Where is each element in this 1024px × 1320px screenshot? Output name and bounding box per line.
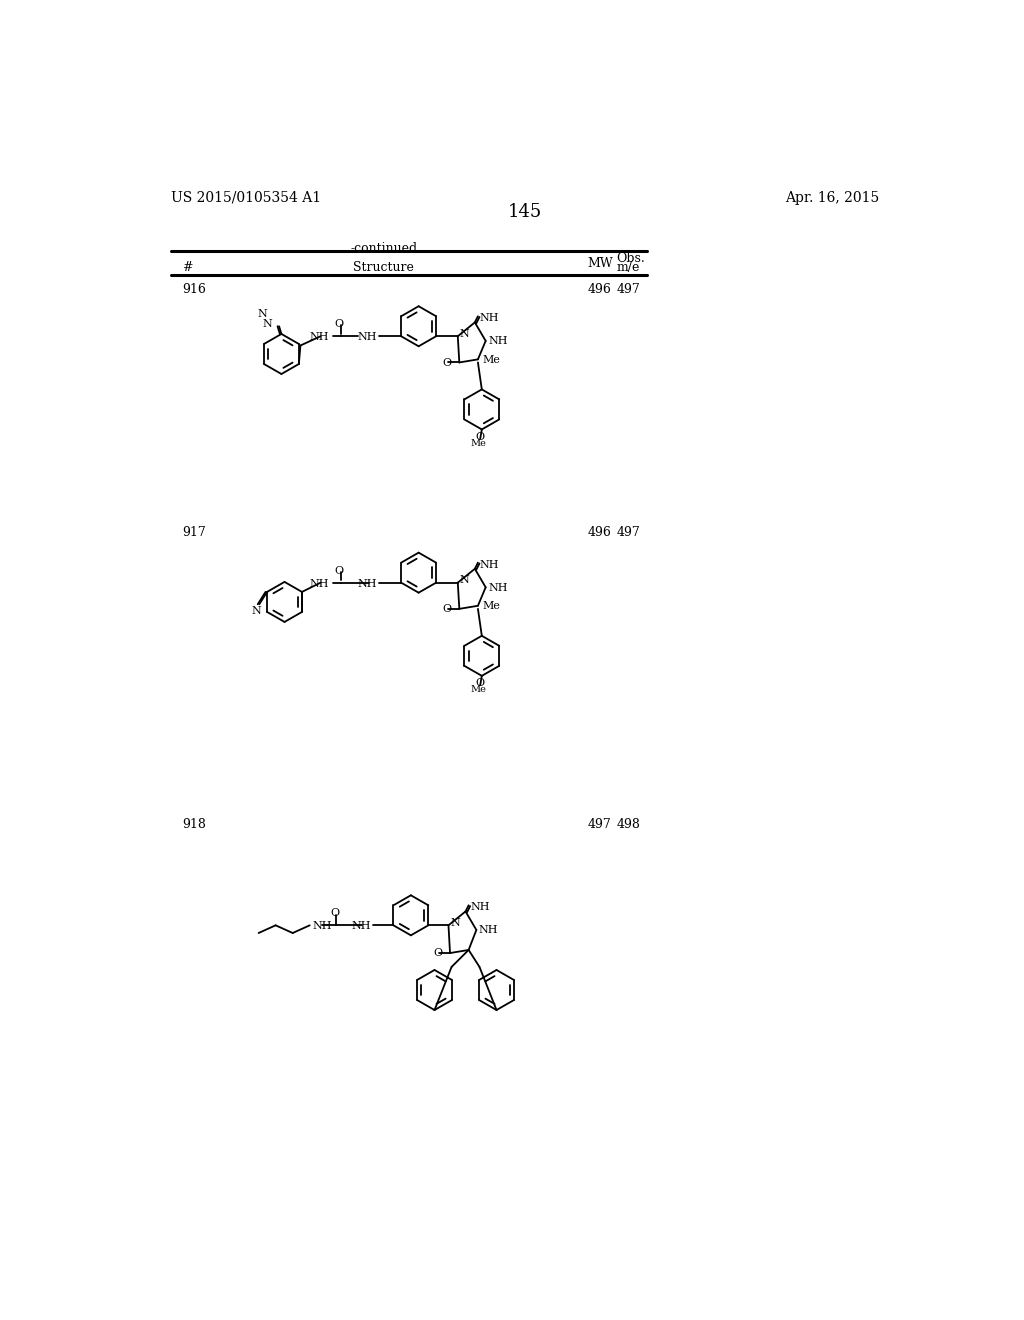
Text: -continued: -continued bbox=[350, 242, 418, 255]
Text: Me: Me bbox=[482, 601, 501, 611]
Text: 145: 145 bbox=[508, 203, 542, 220]
Text: O: O bbox=[335, 319, 344, 329]
Text: NH: NH bbox=[479, 313, 499, 323]
Text: Obs.: Obs. bbox=[616, 252, 645, 265]
Text: NH: NH bbox=[309, 333, 330, 342]
Text: N: N bbox=[251, 606, 261, 615]
Text: 496: 496 bbox=[588, 284, 611, 296]
Text: NH: NH bbox=[309, 578, 330, 589]
Text: 497: 497 bbox=[616, 284, 640, 296]
Text: N: N bbox=[450, 917, 460, 928]
Text: 496: 496 bbox=[588, 525, 611, 539]
Text: NH: NH bbox=[357, 333, 377, 342]
Text: 497: 497 bbox=[588, 818, 611, 832]
Text: N: N bbox=[460, 329, 469, 338]
Text: NH: NH bbox=[488, 582, 508, 593]
Text: NH: NH bbox=[357, 578, 377, 589]
Text: O: O bbox=[475, 432, 484, 442]
Text: O: O bbox=[330, 908, 339, 919]
Text: NH: NH bbox=[351, 921, 371, 931]
Text: O: O bbox=[442, 605, 452, 614]
Text: US 2015/0105354 A1: US 2015/0105354 A1 bbox=[171, 190, 321, 205]
Text: NH: NH bbox=[470, 903, 489, 912]
Text: Me: Me bbox=[471, 438, 486, 447]
Text: m/e: m/e bbox=[616, 261, 640, 273]
Text: Me: Me bbox=[482, 355, 501, 364]
Text: NH: NH bbox=[312, 921, 333, 931]
Text: N: N bbox=[460, 576, 469, 585]
Text: NH: NH bbox=[479, 560, 499, 569]
Text: 918: 918 bbox=[182, 818, 206, 832]
Text: Apr. 16, 2015: Apr. 16, 2015 bbox=[785, 190, 880, 205]
Text: #: # bbox=[182, 261, 193, 273]
Text: O: O bbox=[442, 358, 452, 368]
Text: N: N bbox=[262, 318, 272, 329]
Text: 498: 498 bbox=[616, 818, 640, 832]
Text: Me: Me bbox=[471, 685, 486, 694]
Text: NH: NH bbox=[478, 925, 499, 936]
Text: 916: 916 bbox=[182, 284, 206, 296]
Text: O: O bbox=[433, 948, 442, 958]
Text: N: N bbox=[258, 309, 267, 319]
Text: 917: 917 bbox=[182, 525, 206, 539]
Text: O: O bbox=[475, 678, 484, 688]
Text: NH: NH bbox=[488, 337, 508, 346]
Text: MW: MW bbox=[588, 257, 613, 271]
Text: 497: 497 bbox=[616, 525, 640, 539]
Text: Structure: Structure bbox=[353, 261, 414, 273]
Text: O: O bbox=[335, 566, 344, 576]
